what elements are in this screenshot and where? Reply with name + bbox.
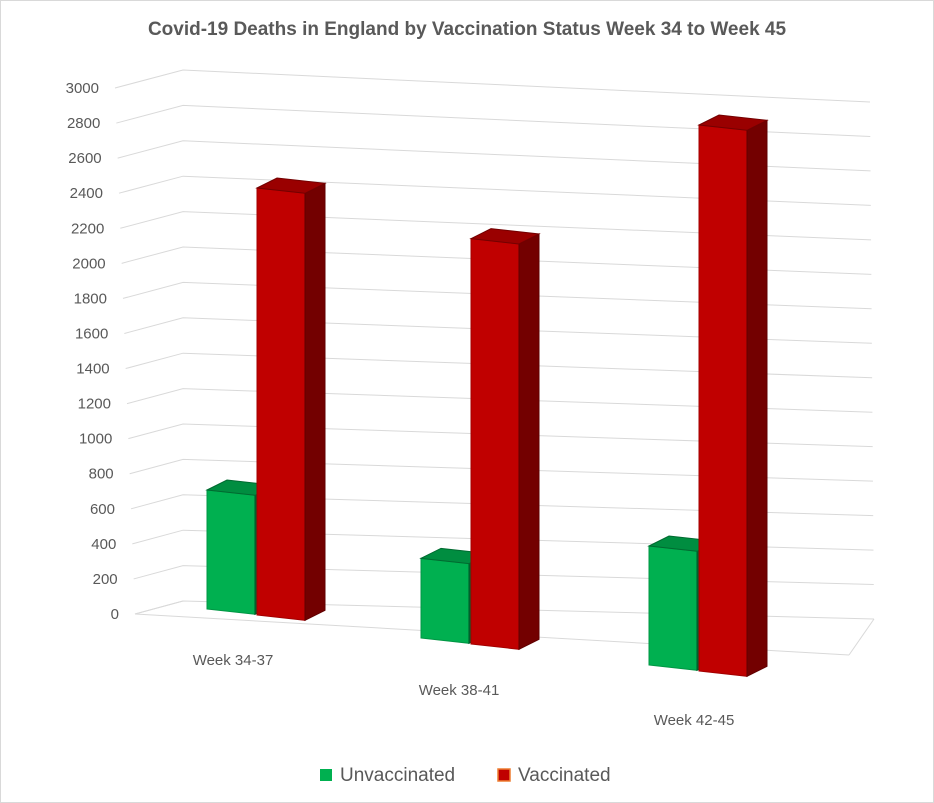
floor-right-edge — [848, 618, 875, 656]
bar-front-face — [206, 489, 256, 615]
x-category-label: Week 38-41 — [419, 682, 500, 699]
legend-label: Unvaccinated — [340, 765, 455, 786]
y-axis-ticks: 0 200 400 600 800 1000 1200 1400 1600 1800 2000 220… — [66, 80, 119, 623]
bar-top-face — [697, 114, 769, 131]
y-tick-label: 1600 — [75, 325, 108, 342]
bar-vaccinated-1 — [255, 177, 327, 622]
gridline — [125, 352, 873, 379]
bar-front-face — [420, 557, 470, 644]
legend-swatch — [497, 768, 511, 782]
bar-side-face — [746, 119, 768, 678]
x-category-label: Week 42-45 — [654, 712, 735, 729]
gridline — [117, 140, 871, 172]
y-tick-label: 1000 — [79, 431, 112, 448]
y-tick-label: 800 — [89, 466, 114, 483]
y-tick-label: 0 — [111, 606, 119, 623]
bar-front-face — [698, 124, 748, 677]
y-tick-label: 400 — [91, 536, 116, 553]
legend-item-unvaccinated: Unvaccinated — [320, 765, 455, 786]
bar-top-face — [255, 177, 327, 194]
legend-item-vaccinated: Vaccinated — [497, 765, 611, 786]
floor-side-edge — [134, 600, 184, 615]
y-tick-label: 200 — [93, 571, 118, 588]
chart-title: Covid-19 Deaths in England by Vaccinatio… — [148, 19, 787, 40]
y-tick-label: 2600 — [68, 150, 101, 167]
y-tick-label: 3000 — [66, 80, 99, 97]
x-category-label: Week 34-37 — [193, 652, 274, 669]
y-tick-label: 1200 — [78, 396, 111, 413]
gridline — [116, 104, 871, 137]
gridline — [121, 246, 872, 275]
legend-swatch — [320, 769, 332, 781]
bar-front-face — [648, 545, 698, 671]
bar-side-face — [518, 233, 540, 651]
y-tick-label: 600 — [90, 501, 115, 518]
bar-front-face — [256, 187, 306, 621]
bar-top-face — [469, 228, 541, 245]
y-tick-label: 1800 — [74, 290, 107, 307]
gridline — [124, 317, 872, 344]
gridline — [120, 211, 872, 241]
y-tick-label: 2800 — [67, 115, 100, 132]
bar-front-face — [470, 238, 520, 650]
gridline — [122, 281, 872, 310]
bar-vaccinated-3 — [697, 114, 769, 678]
legend-label: Vaccinated — [518, 765, 611, 786]
gridline — [114, 69, 871, 103]
y-tick-label: 2400 — [70, 185, 103, 202]
gridline — [129, 458, 873, 482]
bar-side-face — [304, 182, 326, 622]
bars — [205, 114, 769, 678]
gridline — [132, 529, 874, 551]
y-tick-label: 1400 — [76, 361, 109, 378]
legend: Unvaccinated Vaccinated — [320, 765, 611, 786]
gridline — [118, 175, 871, 206]
gridline — [128, 423, 873, 448]
y-tick-label: 2000 — [72, 255, 105, 272]
gridline — [130, 494, 874, 517]
gridline — [126, 388, 873, 413]
bar-vaccinated-2 — [469, 228, 541, 651]
x-axis-labels: Week 34-37 Week 38-41 Week 42-45 — [193, 652, 735, 729]
gridline — [133, 565, 874, 586]
y-tick-label: 2200 — [71, 220, 104, 237]
